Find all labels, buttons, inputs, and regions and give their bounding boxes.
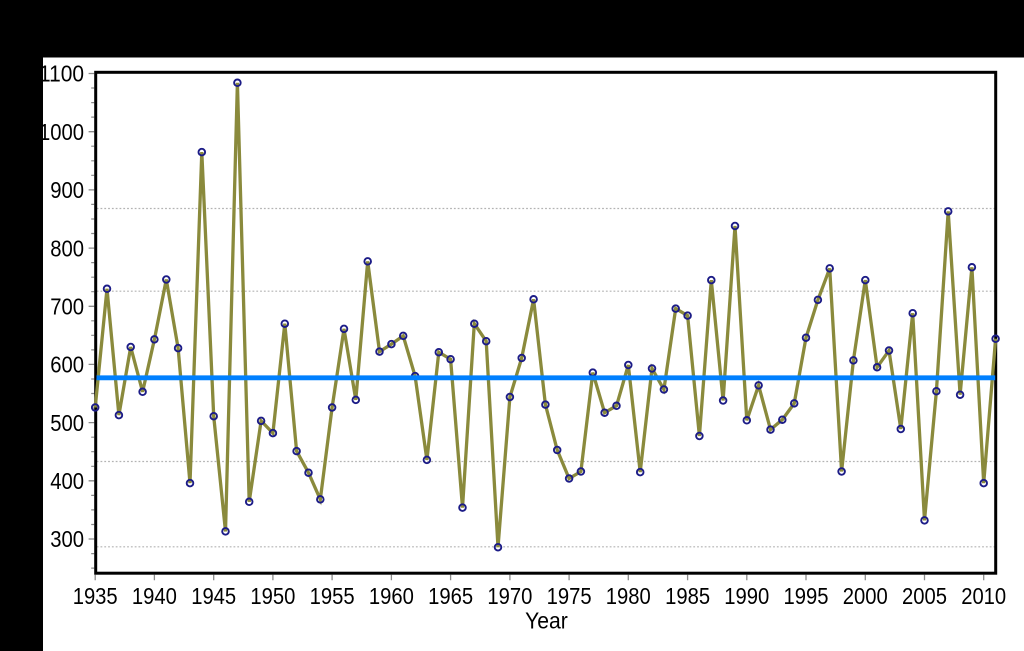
svg-text:1985: 1985 [665,583,710,609]
svg-text:1990: 1990 [724,583,769,609]
svg-text:1100: 1100 [39,61,84,87]
svg-text:1965: 1965 [428,583,473,609]
svg-text:300: 300 [50,526,84,552]
svg-text:1955: 1955 [310,583,355,609]
svg-text:1945: 1945 [191,583,236,609]
svg-text:1960: 1960 [369,583,414,609]
svg-text:1995: 1995 [784,583,829,609]
svg-text:2000: 2000 [843,583,888,609]
svg-text:900: 900 [50,177,84,203]
svg-text:1970: 1970 [487,583,532,609]
svg-text:1940: 1940 [132,583,177,609]
svg-text:1980: 1980 [606,583,651,609]
svg-text:800: 800 [50,235,84,261]
svg-text:2005: 2005 [902,583,947,609]
svg-text:2010: 2010 [961,583,1006,609]
svg-text:1975: 1975 [547,583,592,609]
svg-text:1950: 1950 [250,583,295,609]
svg-text:Year: Year [525,607,568,633]
svg-text:600: 600 [50,352,84,378]
svg-text:400: 400 [50,468,84,494]
svg-text:1935: 1935 [73,583,118,609]
svg-text:500: 500 [50,410,84,436]
svg-text:1000: 1000 [39,119,84,145]
svg-text:700: 700 [50,294,84,320]
